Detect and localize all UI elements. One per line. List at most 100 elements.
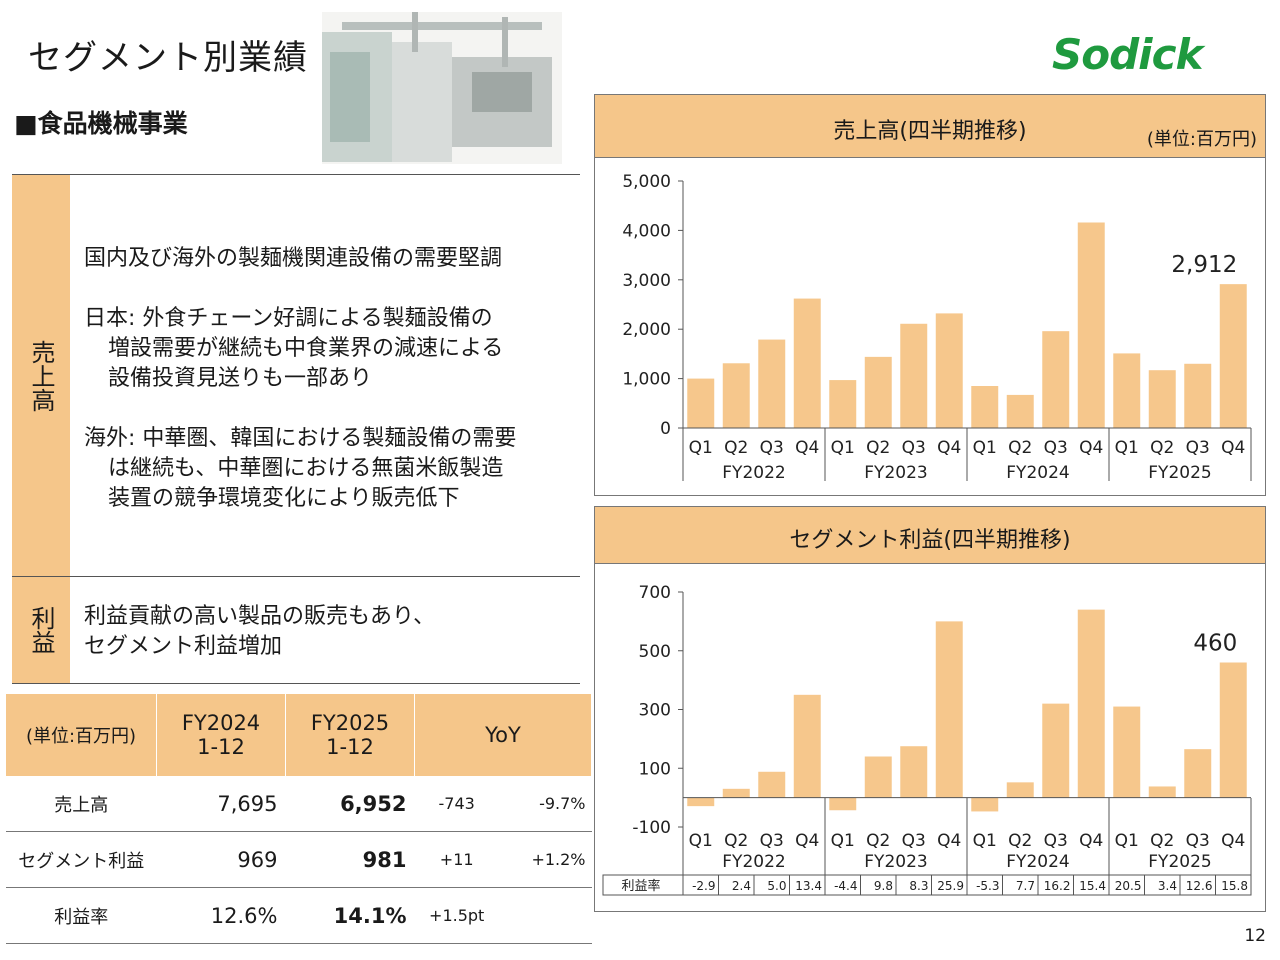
yoy-abs: +11 — [414, 831, 504, 888]
bar — [1113, 353, 1141, 428]
margin-value: 5.0 — [767, 879, 786, 893]
x-tick-label: Q3 — [760, 831, 784, 851]
bar — [1077, 609, 1105, 798]
page-number: 12 — [1244, 926, 1266, 946]
profit-label: 利益 — [12, 577, 70, 683]
sales-chart-header: 売上高(四半期推移) (単位:百万円) — [595, 95, 1265, 158]
bar — [900, 746, 928, 798]
x-tick-label: Q2 — [866, 438, 890, 458]
bar — [1219, 662, 1247, 798]
fy2024-value: 12.6% — [156, 887, 286, 944]
fy2025-value: 6,952 — [285, 776, 415, 832]
y-tick-label: 5,000 — [622, 172, 671, 192]
margin-row-label: 利益率 — [621, 878, 660, 894]
x-tick-label: Q4 — [1221, 831, 1245, 851]
bar — [935, 313, 963, 428]
bar — [722, 788, 750, 798]
divider-bottom — [12, 683, 580, 684]
x-tick-label: Q4 — [1079, 831, 1103, 851]
margin-value: 16.2 — [1044, 879, 1071, 893]
unit-header: (単位:百万円) — [6, 694, 157, 776]
x-tick-label: Q1 — [1115, 438, 1139, 458]
bar — [971, 797, 999, 812]
last-value-label: 460 — [1193, 631, 1237, 657]
y-tick-label: 500 — [639, 642, 671, 662]
margin-value: 2.4 — [732, 879, 751, 893]
yoy-pct: -9.7% — [503, 776, 592, 832]
group-label: FY2023 — [864, 463, 927, 483]
x-tick-label: Q3 — [1186, 831, 1210, 851]
x-tick-label: Q1 — [689, 831, 713, 851]
x-tick-label: Q2 — [1008, 438, 1032, 458]
last-value-label: 2,912 — [1171, 252, 1237, 278]
bar — [1006, 782, 1034, 798]
profit-description: 利益貢献の高い製品の販売もあり、 セグメント利益増加 — [84, 602, 435, 662]
divider-middle — [12, 576, 580, 577]
profit-line: 利益貢献の高い製品の販売もあり、 — [84, 604, 436, 629]
bar — [722, 363, 750, 428]
profit-chart-header: セグメント利益(四半期推移) — [595, 507, 1265, 564]
x-tick-label: Q2 — [1150, 831, 1174, 851]
fy2024-header: FY2024 1-12 — [156, 694, 286, 776]
x-tick-label: Q1 — [689, 438, 713, 458]
bar — [687, 797, 715, 807]
x-tick-label: Q2 — [724, 438, 748, 458]
group-label: FY2025 — [1148, 852, 1211, 872]
margin-value: 25.9 — [937, 879, 964, 893]
company-logo: Sodick — [1052, 30, 1203, 79]
x-tick-label: Q1 — [1115, 831, 1139, 851]
y-tick-label: 100 — [639, 759, 671, 779]
x-tick-label: Q3 — [1186, 438, 1210, 458]
group-label: FY2024 — [1006, 852, 1069, 872]
food-machine-photo — [322, 12, 562, 164]
margin-value: -2.9 — [692, 879, 715, 893]
yoy-abs: +1.5pt — [414, 887, 504, 944]
y-tick-label: 300 — [639, 701, 671, 721]
row-label: セグメント利益 — [6, 831, 157, 888]
bar — [793, 694, 821, 798]
bar — [935, 621, 963, 798]
y-tick-label: 1,000 — [622, 370, 671, 390]
sales-line: 装置の競争環境変化により販売低下 — [108, 486, 460, 511]
bar — [829, 797, 857, 811]
margin-value: 9.8 — [874, 879, 893, 893]
sales-chart-panel: 売上高(四半期推移) (単位:百万円) 0 1,000 2,000 3,000 4,00… — [594, 94, 1266, 496]
x-tick-label: Q4 — [1079, 438, 1103, 458]
margin-value: 13.4 — [795, 879, 822, 893]
profit-chart-title: セグメント利益(四半期推移) — [789, 528, 1071, 553]
x-tick-label: Q4 — [795, 831, 819, 851]
x-tick-label: Q1 — [973, 831, 997, 851]
x-tick-label: Q1 — [831, 438, 855, 458]
margin-value: 3.4 — [1158, 879, 1177, 893]
x-tick-label: Q2 — [1008, 831, 1032, 851]
sales-description: 国内及び海外の製麺機関連設備の需要堅調 日本: 外食チェーン好調による製麺設備の… — [84, 244, 516, 514]
table-row: 利益率 12.6% 14.1% +1.5pt — [6, 887, 592, 944]
x-tick-label: Q3 — [1044, 438, 1068, 458]
margin-value: 7.7 — [1016, 879, 1035, 893]
x-tick-label: Q3 — [760, 438, 784, 458]
x-tick-label: Q4 — [1221, 438, 1245, 458]
sales-line: は継続も、中華圏における無菌米飯製造 — [108, 456, 504, 481]
bar — [1148, 786, 1176, 798]
profit-chart-panel: セグメント利益(四半期推移) -100 100 300 500 700 Q1 Q2 Q3 Q4 Q… — [594, 506, 1266, 912]
row-label: 売上高 — [6, 776, 157, 832]
group-label: FY2024 — [1006, 463, 1069, 483]
x-tick-label: Q2 — [866, 831, 890, 851]
summary-header-row: (単位:百万円) FY2024 1-12 FY2025 1-12 YoY — [6, 694, 592, 776]
bar — [900, 323, 928, 428]
y-tick-label: 700 — [639, 583, 671, 603]
y-tick-label: 0 — [660, 419, 671, 439]
x-tick-label: Q2 — [724, 831, 748, 851]
table-row: セグメント利益 969 981 +11 +1.2% — [6, 831, 592, 888]
x-tick-label: Q4 — [795, 438, 819, 458]
bar — [758, 339, 786, 428]
fy2025-value: 981 — [285, 831, 415, 888]
sales-bar-chart: 0 1,000 2,000 3,000 4,000 5,000 Q1 Q2 Q3 Q4 Q1 Q2 Q3… — [622, 172, 1252, 483]
profit-line: セグメント利益増加 — [84, 634, 283, 659]
yoy-pct — [503, 887, 592, 944]
x-tick-label: Q3 — [902, 831, 926, 851]
yoy-header: YoY — [414, 694, 592, 776]
bar — [1219, 284, 1247, 428]
x-tick-label: Q1 — [973, 438, 997, 458]
sales-label: 売上高 — [12, 175, 70, 576]
